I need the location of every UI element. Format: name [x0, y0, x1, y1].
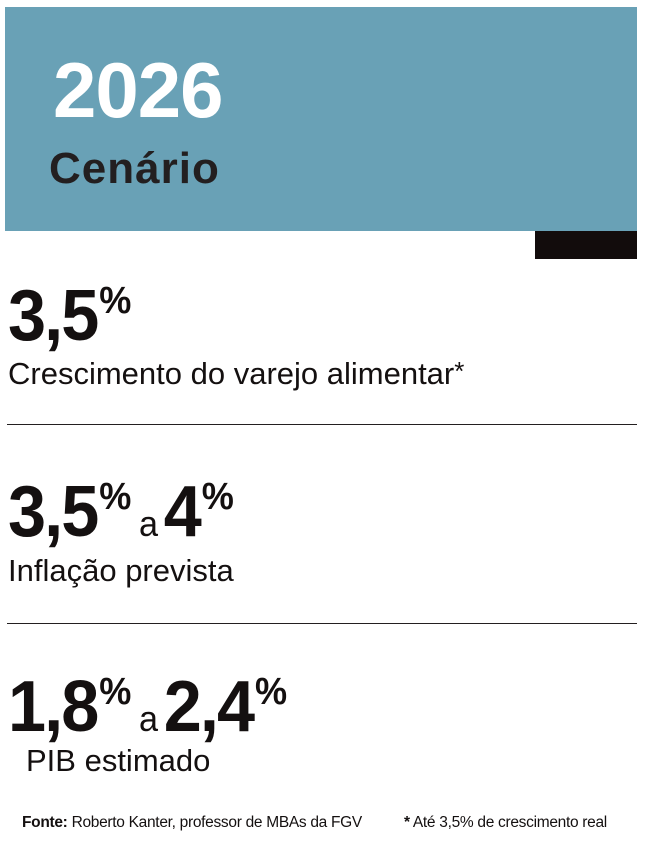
stat-unit: %: [99, 671, 131, 713]
stat-connector: a: [138, 698, 159, 739]
divider: [7, 623, 637, 624]
stat-value: 3,5: [8, 472, 99, 552]
stat-unit: %: [99, 476, 131, 518]
stat-label: Crescimento do varejo alimentar*: [8, 356, 465, 391]
stat-value: 1,8: [8, 667, 99, 747]
header-banner: 2026 Cenário: [5, 7, 637, 231]
stat-value-2: 2,4: [163, 667, 255, 747]
asterisk-mark: *: [454, 356, 465, 386]
stat-value-2: 4: [163, 472, 202, 552]
decorative-black-tab: [535, 231, 637, 259]
stat-retail-growth: 3,5%: [8, 280, 136, 352]
stat-unit-2: %: [201, 476, 234, 518]
divider: [7, 424, 637, 425]
stat-label: Inflação prevista: [8, 553, 234, 588]
stat-unit-2: %: [255, 671, 287, 713]
subtitle: Cenário: [49, 144, 220, 193]
stat-value: 3,5: [8, 276, 99, 356]
stat-inflation: 3,5%a4%: [8, 476, 244, 548]
footnote: * Até 3,5% de crescimento real: [404, 814, 607, 831]
source-note: Fonte: Roberto Kanter, professor de MBAs…: [22, 814, 362, 831]
stat-gdp: 1,8%a2,4%: [8, 671, 300, 743]
stat-unit: %: [99, 280, 131, 322]
stat-connector: a: [138, 503, 159, 544]
stat-label: PIB estimado: [26, 743, 211, 778]
year-title: 2026: [53, 46, 224, 134]
